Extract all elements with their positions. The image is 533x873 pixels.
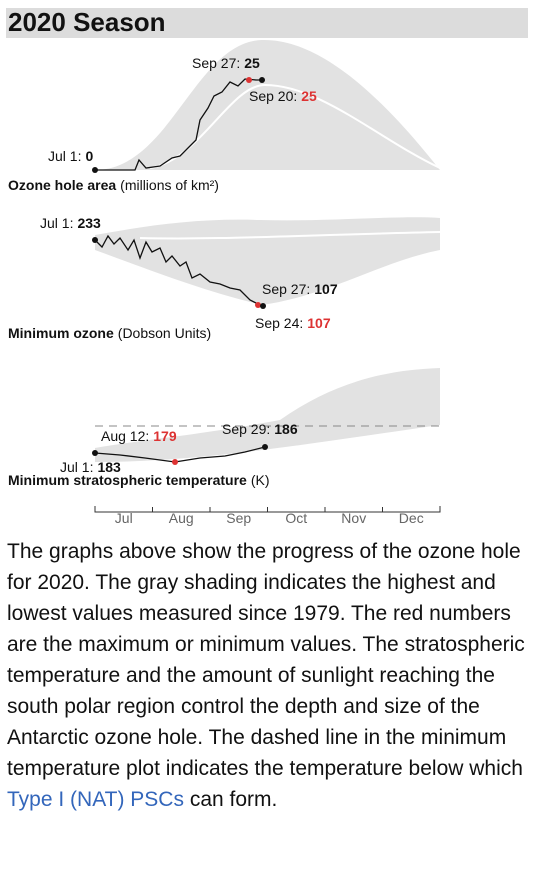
line	[94, 446, 266, 463]
annotation-label: Sep 20:	[249, 88, 297, 104]
mean-curve	[149, 83, 441, 169]
panel-label-unit: (Dobson Units)	[118, 325, 211, 341]
panel-label-name: Minimum stratospheric temperature	[8, 472, 247, 488]
annotation: Sep 27: 25	[192, 55, 260, 71]
annotation: Sep 27: 107	[262, 281, 338, 297]
annotation-value: 233	[77, 215, 101, 231]
mean-curve	[139, 231, 441, 240]
point	[255, 302, 261, 308]
point	[172, 459, 178, 465]
range-shading	[95, 39, 440, 171]
link[interactable]: Type I (NAT) PSCs	[7, 788, 184, 811]
annotation: Jul 1: 233	[40, 215, 101, 231]
point	[259, 77, 265, 83]
month-label: Dec	[399, 510, 424, 526]
point	[262, 444, 268, 450]
annotation-label: Jul 1:	[60, 459, 93, 475]
annotation-value: 183	[97, 459, 121, 475]
point	[92, 237, 98, 243]
annotation-value: 25	[301, 88, 317, 104]
panel-label: Ozone hole area (millions of km²)	[8, 177, 219, 193]
month-label: Sep	[226, 510, 251, 526]
annotation: Jul 1: 0	[48, 148, 93, 164]
point	[92, 167, 98, 173]
panel-label: Minimum ozone (Dobson Units)	[8, 325, 211, 341]
line	[95, 78, 262, 171]
annotation-label: Jul 1:	[48, 148, 81, 164]
point	[260, 303, 266, 309]
month-label: Jul	[115, 510, 133, 526]
annotation: Aug 12: 179	[101, 428, 177, 444]
annotation-value: 25	[244, 55, 260, 71]
description-text: can form.	[183, 788, 278, 811]
point	[246, 77, 252, 83]
annotation: Jul 1: 183	[60, 459, 121, 475]
description-text: The graphs above show the progress of th…	[7, 540, 525, 780]
annotation-value: 0	[85, 148, 93, 164]
annotation-value: 107	[314, 281, 338, 297]
annotation-label: Sep 27:	[192, 55, 240, 71]
figure: 2020 Season Ozone hole area (millions of …	[6, 7, 528, 526]
month-label: Oct	[285, 510, 307, 526]
line	[94, 234, 263, 307]
panel-label: Minimum stratospheric temperature (K)	[8, 472, 270, 488]
annotation: Sep 29: 186	[222, 421, 298, 437]
annotation-label: Sep 27:	[262, 281, 310, 297]
title: 2020 Season	[8, 7, 166, 37]
annotation-label: Sep 29:	[222, 421, 270, 437]
annotation-label: Jul 1:	[40, 215, 73, 231]
panel-label-name: Minimum ozone	[8, 325, 114, 341]
annotation: Sep 24: 107	[255, 315, 331, 331]
annotation-value: 179	[153, 428, 177, 444]
annotation-value: 186	[274, 421, 298, 437]
annotation-label: Aug 12:	[101, 428, 149, 444]
description: The graphs above show the progress of th…	[7, 536, 531, 815]
annotation-value: 107	[307, 315, 331, 331]
month-label: Nov	[341, 510, 366, 526]
annotation-label: Sep 24:	[255, 315, 303, 331]
annotation: Sep 20: 25	[249, 88, 317, 104]
title-bar	[6, 8, 528, 38]
point	[92, 450, 98, 456]
range-shading	[95, 368, 440, 462]
panel-label-unit: (K)	[251, 472, 270, 488]
panel-label-unit: (millions of km²)	[120, 177, 219, 193]
month-label: Aug	[169, 510, 194, 526]
panel-label-name: Ozone hole area	[8, 177, 116, 193]
